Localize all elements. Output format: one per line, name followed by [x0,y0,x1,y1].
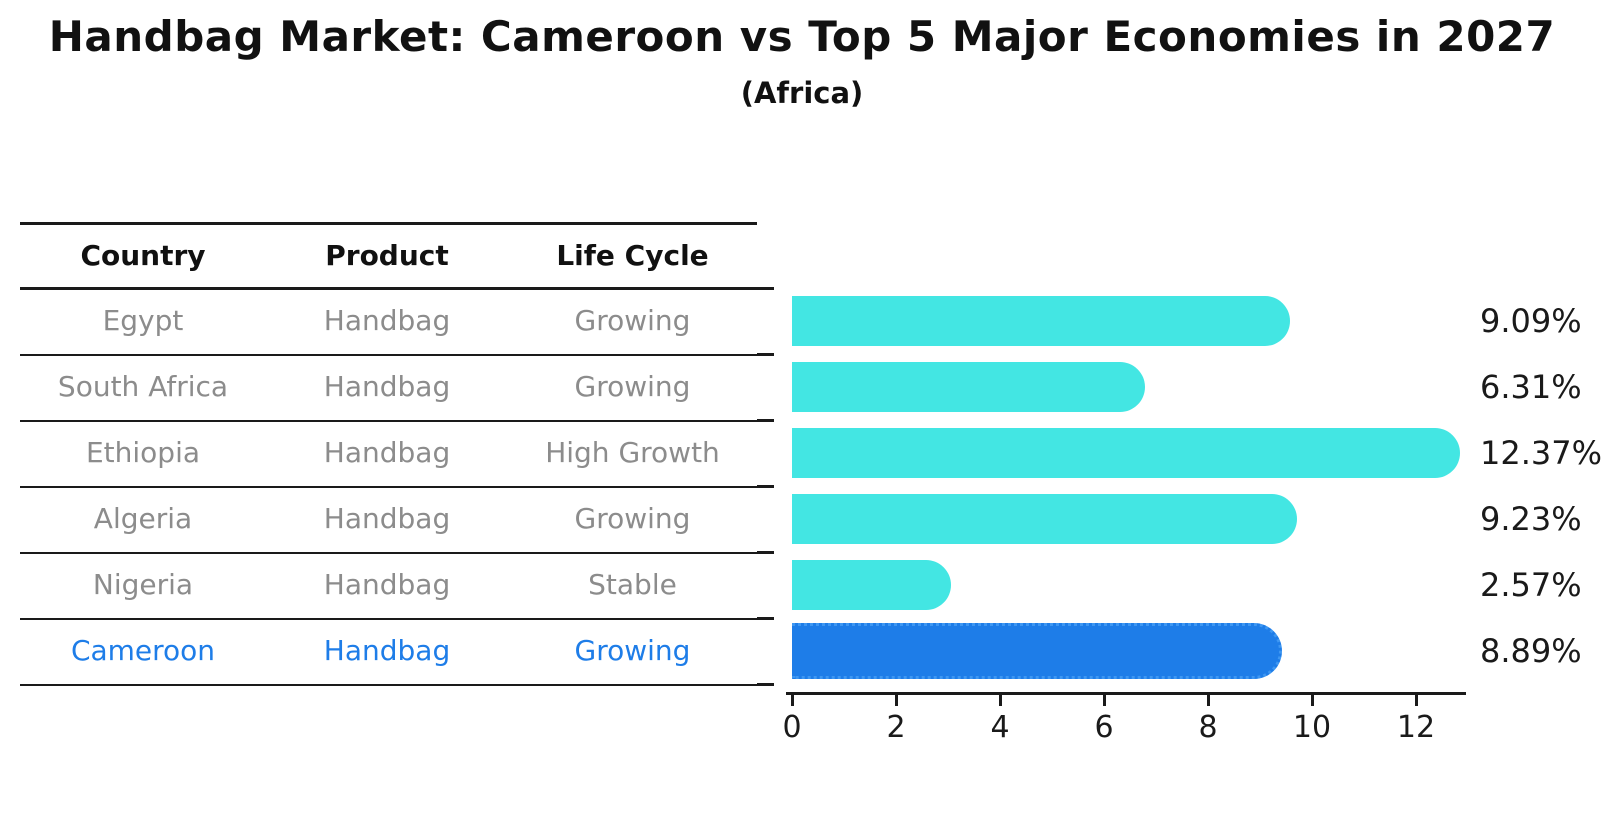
x-tick-label: 4 [990,710,1010,745]
cell-product: Handbag [323,436,451,469]
chart-title: Handbag Market: Cameroon vs Top 5 Major … [48,12,1556,61]
cell-product: Handbag [323,502,451,535]
percentage-label: 6.31% [1480,368,1582,406]
cell-life-cycle: Stable [588,568,677,601]
y-tick [757,485,774,488]
y-tick [757,683,774,686]
x-tick-mark [791,695,794,706]
divider-line [20,552,757,554]
column-header-country: Country [80,239,206,272]
x-axis-line [786,692,1466,695]
bar-south-africa [792,362,1145,412]
cell-product: Handbag [323,634,451,667]
cell-country: South Africa [57,370,229,403]
divider-line [20,420,757,422]
cell-product: Handbag [323,568,451,601]
x-tick-label: 0 [782,710,802,745]
cell-product: Handbag [323,304,451,337]
x-tick-mark [1207,695,1210,706]
cell-country: Algeria [93,502,193,535]
divider-line [20,354,757,356]
x-tick-mark [1103,695,1106,706]
percentage-label: 9.09% [1480,302,1582,340]
bar-egypt [792,296,1290,346]
bar-ethiopia [792,428,1460,478]
divider-line-top [20,222,757,225]
cell-country: Egypt [102,304,184,337]
cell-life-cycle: Growing [574,634,691,667]
x-tick-label: 10 [1292,710,1332,745]
column-header-product: Product [325,239,449,272]
percentage-label: 8.89% [1480,632,1582,670]
divider-line-header [20,287,757,290]
y-tick [757,419,774,422]
percentage-label: 12.37% [1480,434,1603,472]
x-tick-mark [895,695,898,706]
percentage-label: 9.23% [1480,500,1582,538]
x-tick-label: 2 [886,710,906,745]
column-header-life-cycle: Life Cycle [556,239,709,272]
x-tick-mark [1311,695,1314,706]
cell-country: Nigeria [92,568,194,601]
cell-life-cycle: Growing [574,502,691,535]
x-tick-label: 6 [1094,710,1114,745]
cell-product: Handbag [323,370,451,403]
x-tick-label: 12 [1396,710,1436,745]
y-tick [757,353,774,356]
divider-line [20,618,757,620]
x-tick-mark [999,695,1002,706]
x-tick-mark [1415,695,1418,706]
divider-line [20,486,757,488]
y-tick [757,617,774,620]
y-tick [757,551,774,554]
bar-algeria [792,494,1297,544]
cell-life-cycle: Growing [574,370,691,403]
cell-country: Ethiopia [85,436,201,469]
bar-nigeria [792,560,951,610]
cell-life-cycle: High Growth [545,436,720,469]
divider-line-bottom [20,684,757,686]
cell-life-cycle: Growing [574,304,691,337]
y-tick [757,287,774,290]
cell-country: Cameroon [70,634,216,667]
x-tick-label: 8 [1198,710,1218,745]
bar-cameroon-highlighted [792,623,1282,679]
chart-subtitle: (Africa) [740,76,864,110]
percentage-label: 2.57% [1480,566,1582,604]
